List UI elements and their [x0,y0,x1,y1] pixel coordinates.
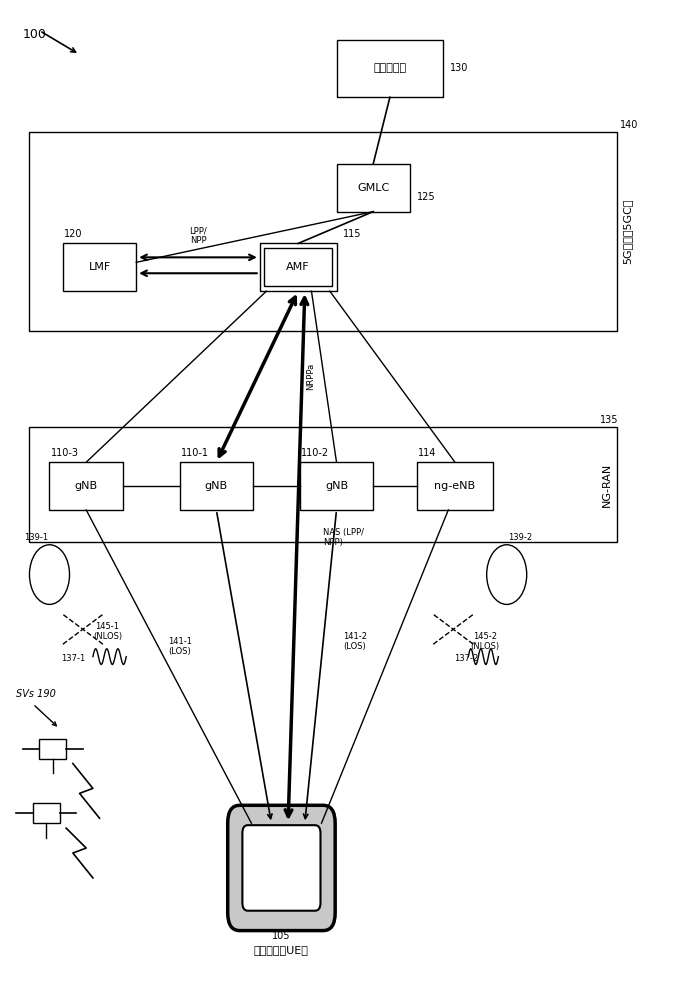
FancyBboxPatch shape [227,805,335,931]
FancyBboxPatch shape [336,40,444,97]
Text: 110-2: 110-2 [301,448,329,458]
Text: 114: 114 [418,448,436,458]
FancyBboxPatch shape [299,462,374,510]
Text: 139-1: 139-1 [24,533,48,542]
Text: 5G核心（5GC）: 5G核心（5GC） [622,199,632,264]
Text: LMF: LMF [88,262,110,272]
Bar [40,739,66,759]
Text: 用户设备（UE）: 用户设备（UE） [254,945,309,955]
Text: gNB: gNB [75,481,98,491]
Text: SVs 190: SVs 190 [16,689,56,699]
Text: NG-RAN: NG-RAN [602,462,612,507]
Text: gNB: gNB [325,481,348,491]
Text: 外部客户端: 外部客户端 [374,63,406,73]
Text: NRPPa: NRPPa [306,363,315,390]
FancyBboxPatch shape [50,462,123,510]
Text: NAS (LPP/
NPP): NAS (LPP/ NPP) [324,528,365,547]
Bar [33,803,59,823]
FancyBboxPatch shape [417,462,493,510]
Text: ng-eNB: ng-eNB [434,481,476,491]
FancyBboxPatch shape [63,243,136,291]
Circle shape [487,545,527,604]
Text: 130: 130 [450,63,468,73]
Text: 145-2
(NLOS): 145-2 (NLOS) [470,632,499,651]
Text: gNB: gNB [205,481,228,491]
FancyBboxPatch shape [264,248,332,286]
Text: AMF: AMF [286,262,310,272]
Circle shape [30,545,69,604]
FancyBboxPatch shape [336,164,410,212]
Text: 140: 140 [620,120,639,130]
FancyBboxPatch shape [260,243,336,291]
Text: 137-1: 137-1 [61,654,85,663]
FancyBboxPatch shape [242,825,320,911]
Text: 141-1
(LOS): 141-1 (LOS) [168,637,192,656]
Text: 125: 125 [417,192,435,202]
Text: 105: 105 [272,931,291,941]
Text: 141-2
(LOS): 141-2 (LOS) [343,632,367,651]
Text: 110-3: 110-3 [51,448,79,458]
Text: 100: 100 [23,28,46,41]
Text: 115: 115 [343,229,361,239]
Text: 137-2: 137-2 [454,654,479,663]
Text: GMLC: GMLC [357,183,390,193]
Text: 135: 135 [600,415,618,425]
Text: 120: 120 [64,229,83,239]
Text: 145-1
(NLOS): 145-1 (NLOS) [93,622,122,641]
Text: 139-2: 139-2 [508,533,532,542]
Text: 110-1: 110-1 [181,448,209,458]
FancyBboxPatch shape [180,462,253,510]
Text: LPP/
NPP: LPP/ NPP [189,226,207,245]
